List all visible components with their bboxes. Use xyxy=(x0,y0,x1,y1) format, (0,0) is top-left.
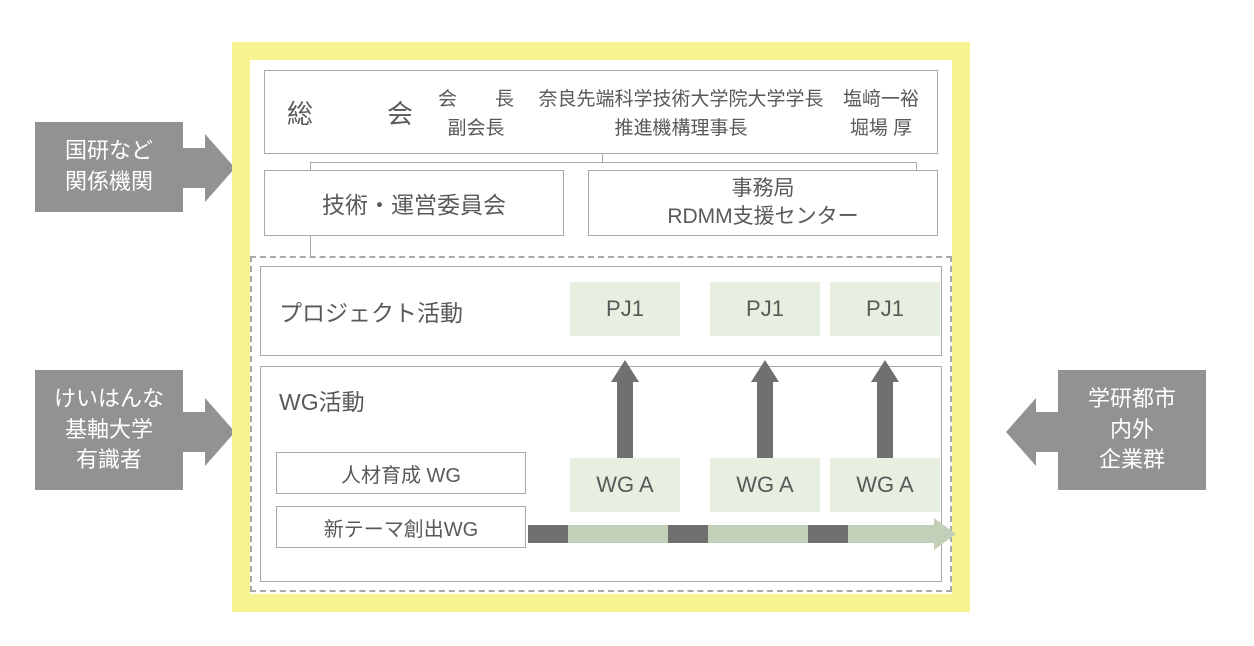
wg-title: WG活動 xyxy=(279,383,365,417)
wg-label: WG A xyxy=(856,472,913,498)
side-box-keihanna: けいはんな基軸大学有識者 xyxy=(35,370,183,490)
arrow-up-stem xyxy=(757,382,773,458)
sokai-org: 推進機構理事長 xyxy=(537,114,825,143)
wg-chip: WG A xyxy=(710,458,820,512)
sokai-box: 総 会 会 長 奈良先端科学技術大学院大学学長 塩﨑一裕 副会長 推進機構理事長… xyxy=(264,70,938,154)
wg-label: WG A xyxy=(596,472,653,498)
side-box-companies: 学研都市内外企業群 xyxy=(1058,370,1206,490)
sokai-title: 総 会 xyxy=(287,94,437,131)
pj-chip: PJ1 xyxy=(710,282,820,336)
wg-chip: WG A xyxy=(830,458,940,512)
diagram-canvas: 国研など関係機関 けいはんな基軸大学有識者 学研都市内外企業群 総 会 会 長 … xyxy=(0,0,1254,646)
pj-chip: PJ1 xyxy=(570,282,680,336)
connector xyxy=(916,162,917,170)
arrow-up-head xyxy=(751,360,779,382)
project-title: プロジェクト活動 xyxy=(279,294,463,328)
arrow-right-1 xyxy=(183,134,235,202)
wg-chip: WG A xyxy=(570,458,680,512)
side-wg-box: 新テーマ創出WG xyxy=(276,506,526,548)
side-wg-box: 人材育成 WG xyxy=(276,452,526,494)
sokai-org: 奈良先端科学技術大学院大学学長 xyxy=(537,85,825,114)
side-box-national: 国研など関係機関 xyxy=(35,122,183,212)
arrow-up-head xyxy=(871,360,899,382)
pj-chip: PJ1 xyxy=(830,282,940,336)
office-label: 事務局RDMM支援センター xyxy=(667,175,858,232)
sokai-role: 副会長 xyxy=(421,114,531,143)
sokai-details: 会 長 奈良先端科学技術大学院大学学長 塩﨑一裕 副会長 推進機構理事長 堀場 … xyxy=(421,85,931,144)
side-box-label: けいはんな基軸大学有識者 xyxy=(54,384,164,476)
sokai-role: 会 長 xyxy=(421,85,531,114)
pj-label: PJ1 xyxy=(746,296,784,322)
side-wg-label: 新テーマ創出WG xyxy=(324,513,478,542)
arrow-up-head xyxy=(611,360,639,382)
side-box-label: 学研都市内外企業群 xyxy=(1088,384,1176,476)
connector xyxy=(310,162,916,163)
sokai-name: 塩﨑一裕 xyxy=(831,85,931,114)
sokai-name: 堀場 厚 xyxy=(831,114,931,143)
arrow-right-2 xyxy=(183,398,235,466)
tech-committee-box: 技術・運営委員会 xyxy=(264,170,564,236)
side-wg-label: 人材育成 WG xyxy=(341,459,461,488)
connector xyxy=(310,162,311,170)
connector xyxy=(310,236,311,256)
connector xyxy=(602,154,603,162)
side-box-label: 国研など関係機関 xyxy=(65,136,153,198)
wg-label: WG A xyxy=(736,472,793,498)
arrow-up-stem xyxy=(877,382,893,458)
office-box: 事務局RDMM支援センター xyxy=(588,170,938,236)
timeline-arrow xyxy=(528,518,956,550)
tech-committee-label: 技術・運営委員会 xyxy=(322,186,506,220)
pj-label: PJ1 xyxy=(606,296,644,322)
pj-label: PJ1 xyxy=(866,296,904,322)
arrow-up-stem xyxy=(617,382,633,458)
arrow-left-1 xyxy=(1006,398,1058,466)
main-frame: 総 会 会 長 奈良先端科学技術大学院大学学長 塩﨑一裕 副会長 推進機構理事長… xyxy=(232,42,970,612)
